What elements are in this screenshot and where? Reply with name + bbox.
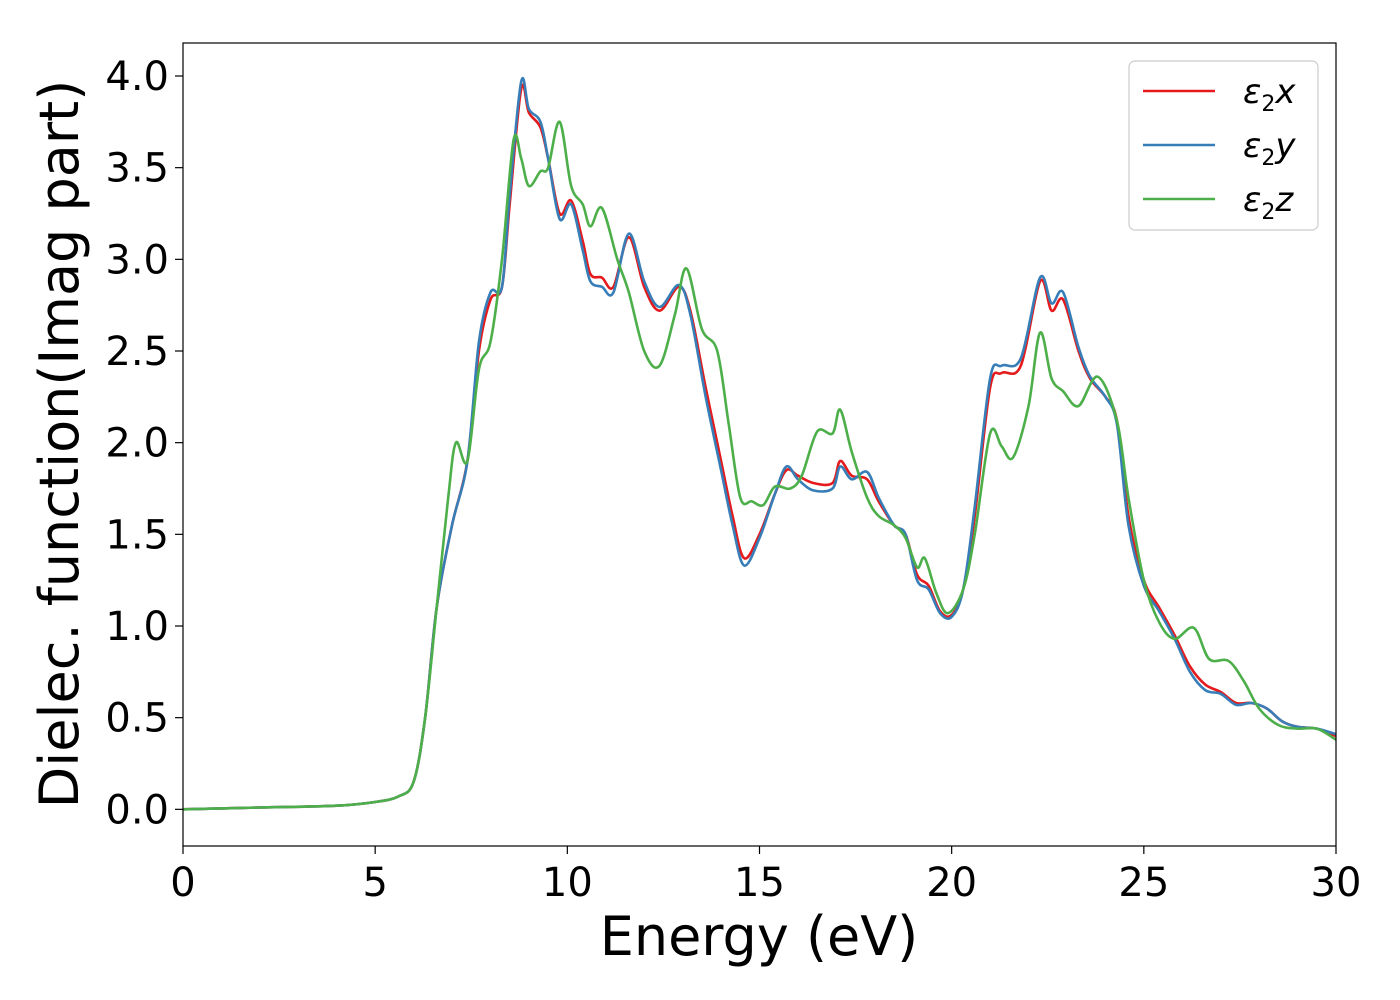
legend-variable: x xyxy=(1274,72,1296,112)
series-line-z xyxy=(183,120,1336,811)
legend-subscript: 2 xyxy=(1261,146,1275,171)
x-tick-label: 15 xyxy=(734,860,785,906)
legend-variable: z xyxy=(1274,180,1294,220)
x-tick-label: 25 xyxy=(1118,860,1169,906)
x-axis-title: Energy (eV) xyxy=(600,905,919,968)
legend-subscript: 2 xyxy=(1261,200,1275,225)
x-tick-label: 0 xyxy=(170,860,195,906)
y-tick-label: 1.5 xyxy=(105,512,169,558)
series-layer xyxy=(183,76,1336,811)
x-tick-label: 20 xyxy=(926,860,977,906)
y-tick-label: 0.0 xyxy=(105,787,169,833)
x-tick-label: 30 xyxy=(1311,860,1362,906)
x-axis-ticks: 0 5 10 15 20 25 30 xyxy=(170,846,1361,906)
legend-symbol: ε xyxy=(1243,72,1261,112)
legend-symbol: ε xyxy=(1243,180,1261,220)
x-tick-label: 10 xyxy=(542,860,593,906)
y-axis-title: Dielec. function(Imag part) xyxy=(28,80,91,809)
y-tick-label: 3.5 xyxy=(105,146,169,192)
y-tick-label: 0.5 xyxy=(105,696,169,742)
legend-label-z: ε2z xyxy=(1243,180,1294,225)
y-tick-label: 2.5 xyxy=(105,329,169,375)
legend-label-y: ε2y xyxy=(1243,126,1296,171)
y-tick-label: 2.0 xyxy=(105,421,169,467)
legend-subscript: 2 xyxy=(1261,92,1275,117)
legend-symbol: ε xyxy=(1243,126,1261,166)
y-axis-ticks: 0.0 0.5 1.0 1.5 2.0 2.5 3.0 3.5 4.0 xyxy=(105,54,183,833)
legend-label-x: ε2x xyxy=(1243,72,1296,117)
y-tick-label: 1.0 xyxy=(105,604,169,650)
y-tick-label: 4.0 xyxy=(105,54,169,100)
y-tick-label: 3.0 xyxy=(105,237,169,283)
legend-variable: y xyxy=(1274,126,1296,166)
x-tick-label: 5 xyxy=(362,860,387,906)
legend-box xyxy=(1128,60,1319,231)
